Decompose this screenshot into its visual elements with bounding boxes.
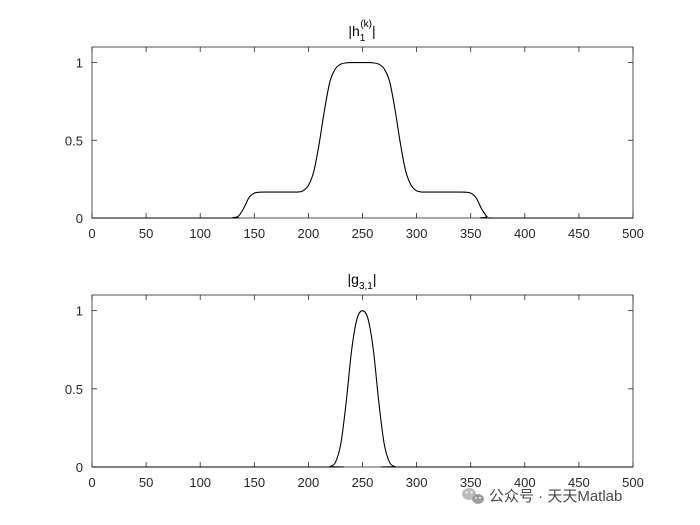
y-tick-label: 0.5 [65,382,83,397]
y-tick-label: 0 [76,211,83,226]
x-tick-label: 0 [88,226,95,241]
y-tick-label: 0.5 [65,133,83,148]
y-tick-label: 0 [76,460,83,475]
x-tick-label: 350 [460,226,482,241]
x-tick-label: 100 [189,226,211,241]
x-tick-label: 450 [568,475,590,490]
series-line-g31 [91,310,633,468]
x-tick-label: 150 [243,226,265,241]
y-tick-label: 1 [76,304,83,319]
series-line-h1 [92,62,633,219]
x-tick-label: 50 [139,226,153,241]
x-tick-label: 350 [460,475,482,490]
subplot-2-axes-box [91,294,634,468]
x-tick-label: 0 [88,475,95,490]
x-tick-label: 400 [514,475,536,490]
wechat-icon [462,488,484,504]
x-tick-label: 300 [406,226,428,241]
x-tick-label: 500 [622,226,644,241]
x-tick-label: 400 [514,226,536,241]
y-tick-label: 1 [76,56,83,71]
subplot-1-title: |h1(k)| [348,19,375,44]
subplot-1-x-ticks: 0 50 100 150 200 250 300 350 400 450 500 [88,47,644,241]
subplot-1-axes-box [91,46,634,219]
x-tick-label: 100 [189,475,211,490]
x-tick-label: 300 [406,475,428,490]
subplot-2-title: |g3,1| [348,271,377,292]
subplot-1: |h1(k)| 0 50 100 150 200 250 300 350 400 450 500 0… [65,19,644,241]
subplot-2-x-ticks: 0 50 100 150 200 250 300 350 400 450 500 [88,295,644,490]
subplot-2: |g3,1| 0 50 100 150 200 250 300 350 400 450 500 00… [65,271,644,490]
x-tick-label: 250 [352,475,374,490]
x-tick-label: 150 [243,475,265,490]
watermark-text: 公众号 · 天天Matlab [489,488,622,505]
watermark: 公众号 · 天天Matlab [462,488,622,505]
x-tick-label: 250 [352,226,374,241]
x-tick-label: 500 [622,475,644,490]
x-tick-label: 50 [139,475,153,490]
x-tick-label: 200 [298,226,320,241]
x-tick-label: 450 [568,226,590,241]
x-tick-label: 200 [298,475,320,490]
